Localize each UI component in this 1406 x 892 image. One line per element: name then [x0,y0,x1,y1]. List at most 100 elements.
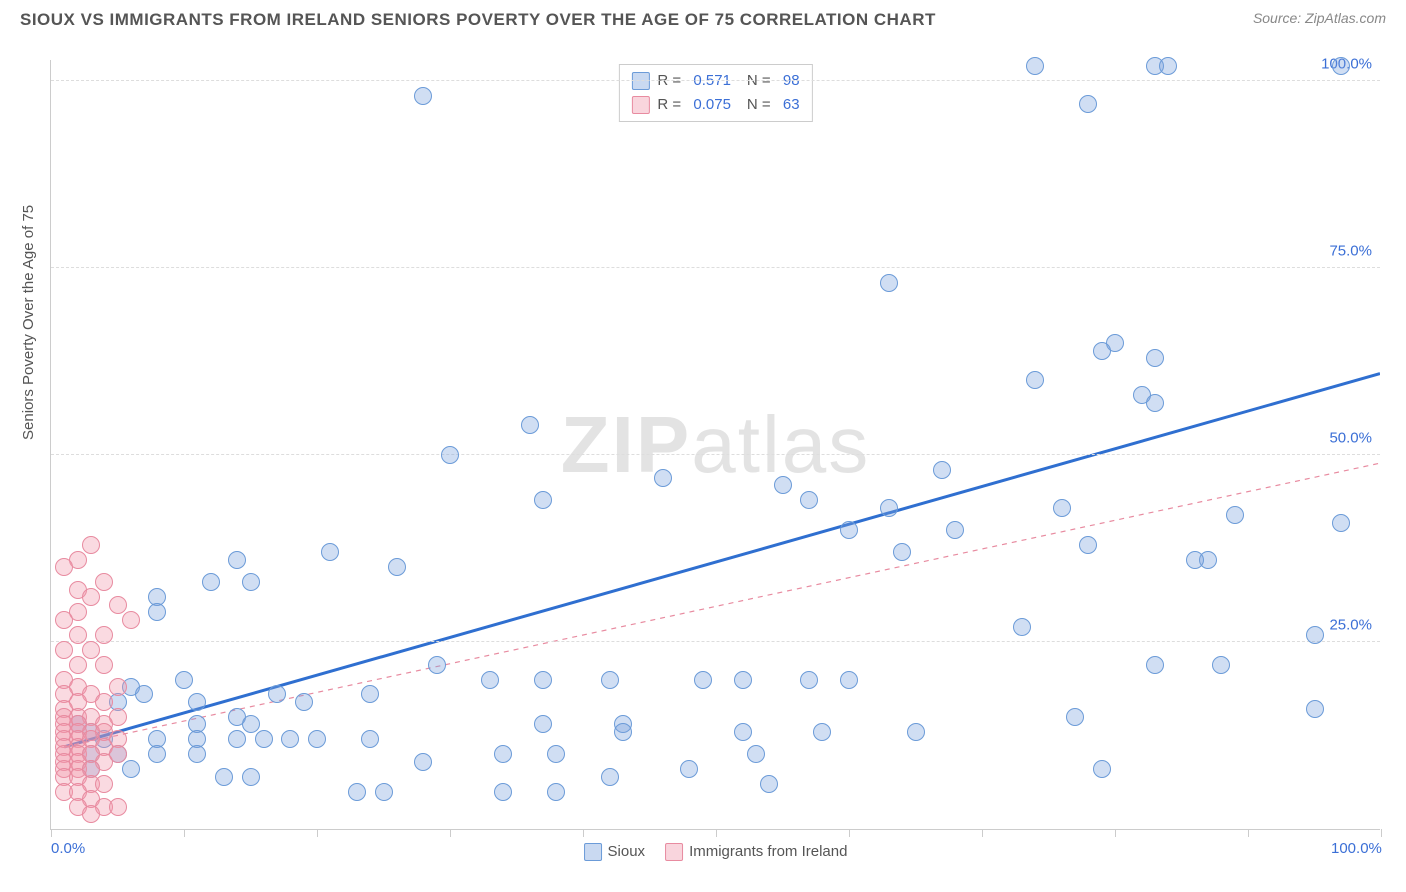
x-tick [583,829,584,837]
data-point [228,730,246,748]
data-point [494,783,512,801]
data-point [148,745,166,763]
data-point [361,685,379,703]
x-tick [450,829,451,837]
data-point [109,678,127,696]
data-point [55,641,73,659]
data-point [946,521,964,539]
y-tick-label: 75.0% [1329,243,1372,260]
data-point [202,573,220,591]
data-point [375,783,393,801]
data-point [308,730,326,748]
data-point [95,775,113,793]
data-point [69,656,87,674]
data-point [481,671,499,689]
data-point [734,723,752,741]
data-point [694,671,712,689]
data-point [428,656,446,674]
data-point [135,685,153,703]
data-point [441,446,459,464]
data-point [1186,551,1204,569]
legend-label: Sioux [608,843,646,860]
data-point [880,274,898,292]
data-point [800,671,818,689]
x-tick [317,829,318,837]
source-attribution: Source: ZipAtlas.com [1253,10,1386,26]
legend-item: Sioux [584,843,646,861]
gridline-h [51,454,1380,455]
data-point [55,558,73,576]
chart-title: SIOUX VS IMMIGRANTS FROM IRELAND SENIORS… [20,10,936,30]
data-point [1053,499,1071,517]
data-point [95,626,113,644]
data-point [148,603,166,621]
data-point [840,671,858,689]
data-point [734,671,752,689]
legend-item: Immigrants from Ireland [665,843,847,861]
data-point [95,656,113,674]
data-point [547,745,565,763]
data-point [933,461,951,479]
data-point [1026,57,1044,75]
data-point [321,543,339,561]
gridline-h [51,80,1380,81]
data-point [494,745,512,763]
data-point [82,588,100,606]
data-point [228,551,246,569]
data-point [614,723,632,741]
data-point [122,760,140,778]
x-tick-label: 100.0% [1331,840,1382,857]
data-point [534,715,552,733]
data-point [122,611,140,629]
data-point [680,760,698,778]
data-point [1159,57,1177,75]
data-point [601,671,619,689]
data-point [69,626,87,644]
scatter-chart: ZIPatlas R =0.571N =98R =0.075N =63 Siou… [50,60,1380,830]
data-point [215,768,233,786]
x-tick-label: 0.0% [51,840,85,857]
data-point [348,783,366,801]
data-point [840,521,858,539]
data-point [242,573,260,591]
x-tick [982,829,983,837]
trend-lines [51,60,1380,829]
data-point [813,723,831,741]
data-point [601,768,619,786]
data-point [188,693,206,711]
x-tick [1248,829,1249,837]
data-point [361,730,379,748]
data-point [82,805,100,823]
data-point [654,469,672,487]
data-point [109,798,127,816]
data-point [1093,342,1111,360]
data-point [1306,700,1324,718]
data-point [295,693,313,711]
legend-swatch [631,96,649,114]
data-point [547,783,565,801]
data-point [175,671,193,689]
data-point [774,476,792,494]
data-point [1212,656,1230,674]
y-axis-label: Seniors Poverty Over the Age of 75 [20,205,37,440]
data-point [1146,349,1164,367]
data-point [388,558,406,576]
data-point [1306,626,1324,644]
data-point [1079,95,1097,113]
data-point [255,730,273,748]
data-point [95,573,113,591]
series-legend: Sioux Immigrants from Ireland [584,843,848,861]
gridline-h [51,641,1380,642]
data-point [521,416,539,434]
x-tick [1115,829,1116,837]
data-point [907,723,925,741]
data-point [1093,760,1111,778]
data-point [1332,514,1350,532]
data-point [55,611,73,629]
data-point [534,671,552,689]
correlation-legend: R =0.571N =98R =0.075N =63 [618,64,812,122]
data-point [1146,656,1164,674]
y-tick-label: 25.0% [1329,617,1372,634]
data-point [760,775,778,793]
legend-row: R =0.075N =63 [631,93,799,117]
